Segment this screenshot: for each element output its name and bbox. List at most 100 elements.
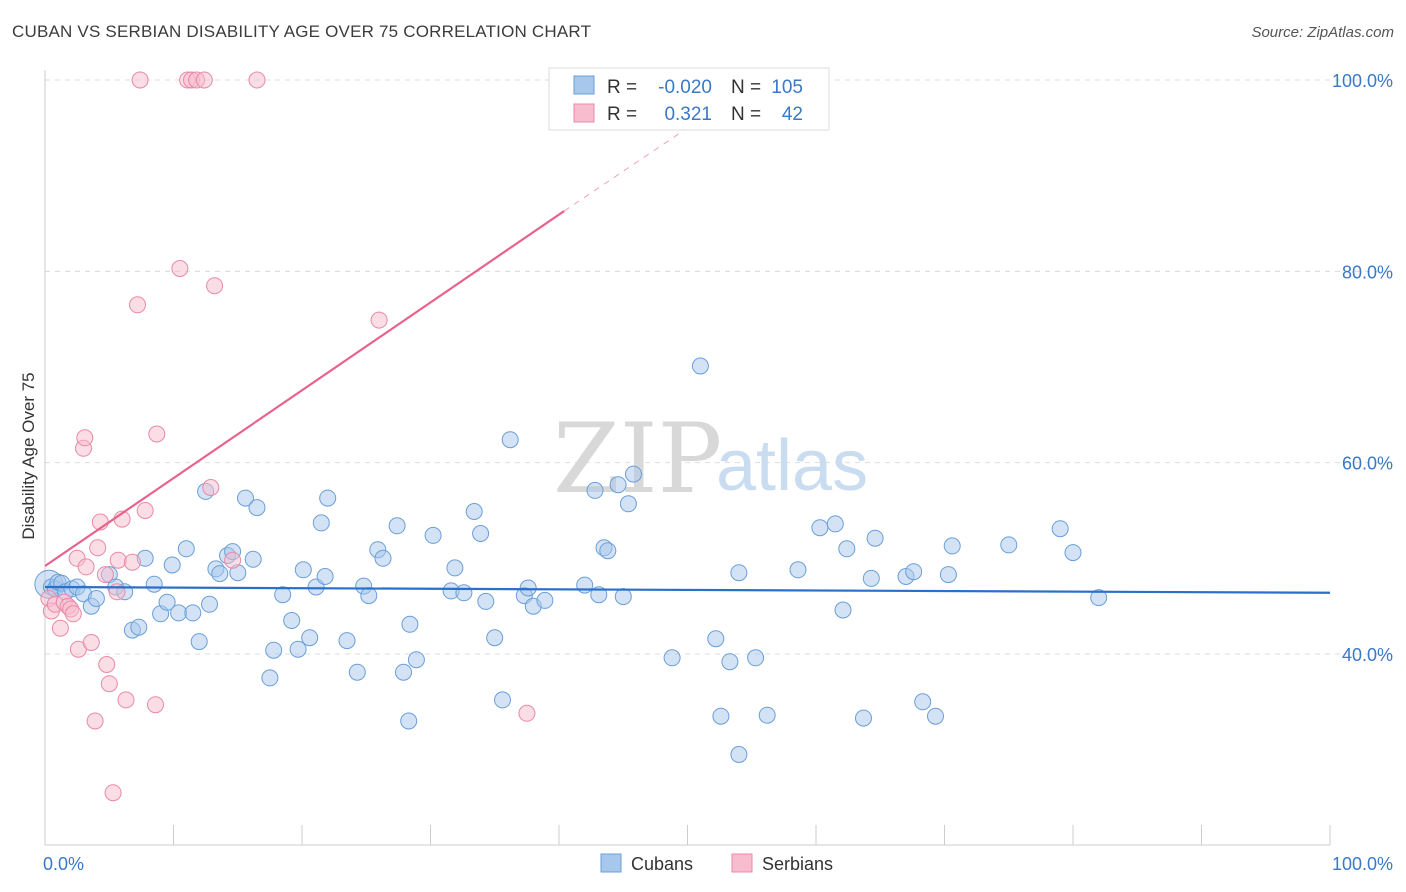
y-tick-label-0: 40.0% <box>1342 645 1393 665</box>
point-serbians-28 <box>136 502 154 519</box>
point-cubans-63 <box>477 592 495 610</box>
legend-swatch-cubans <box>573 75 595 95</box>
series-serbians <box>40 71 536 802</box>
point-cubans-39 <box>289 640 307 658</box>
point-serbians-15 <box>89 539 107 557</box>
point-cubans-104 <box>1064 544 1082 562</box>
point-serbians-25 <box>123 553 141 571</box>
y-axis-title: Disability Age Over 75 <box>19 372 38 539</box>
point-cubans-90 <box>826 515 844 533</box>
legend-swatch-serbians <box>573 103 595 123</box>
point-serbians-27 <box>131 71 149 89</box>
point-cubans-75 <box>599 542 617 560</box>
point-cubans-38 <box>283 612 301 629</box>
point-cubans-60 <box>455 584 473 602</box>
point-cubans-100 <box>939 566 957 584</box>
point-cubans-34 <box>248 499 266 517</box>
point-cubans-62 <box>472 525 490 542</box>
point-cubans-71 <box>576 576 594 594</box>
point-cubans-80 <box>663 649 681 667</box>
point-cubans-79 <box>625 465 642 483</box>
y-tick-label-2: 80.0% <box>1342 262 1393 282</box>
point-cubans-84 <box>721 653 739 671</box>
point-serbians-24 <box>117 691 135 709</box>
point-cubans-33 <box>244 550 262 568</box>
point-serbians-21 <box>108 583 126 601</box>
x-tick-label-1: 100.0% <box>1332 854 1393 874</box>
y-tick-label-1: 60.0% <box>1342 454 1393 474</box>
point-cubans-95 <box>866 529 884 547</box>
point-cubans-44 <box>316 568 334 585</box>
point-cubans-102 <box>1000 536 1018 554</box>
point-cubans-40 <box>294 561 312 579</box>
legend-r-value-serbians: 0.321 <box>664 104 712 125</box>
legend-n-label-serbians: N = <box>731 104 761 125</box>
trend-line-cubans <box>44 585 1331 594</box>
point-cubans-54 <box>401 615 419 633</box>
point-cubans-81 <box>691 357 709 375</box>
point-cubans-89 <box>811 519 829 537</box>
legend-n-label-cubans: N = <box>731 77 761 98</box>
point-cubans-41 <box>301 629 319 647</box>
point-cubans-88 <box>789 561 807 579</box>
watermark-zip: ZIP <box>553 403 722 515</box>
point-cubans-26 <box>201 595 218 613</box>
point-cubans-23 <box>184 604 202 622</box>
point-serbians-39 <box>248 71 266 89</box>
point-cubans-97 <box>905 563 923 581</box>
point-cubans-105 <box>1090 589 1108 607</box>
axes <box>44 70 1331 846</box>
point-cubans-36 <box>265 641 283 659</box>
point-serbians-30 <box>148 425 166 443</box>
point-cubans-98 <box>914 693 932 711</box>
legend-n-value-serbians: 42 <box>782 104 803 125</box>
point-cubans-73 <box>590 586 608 604</box>
point-cubans-68 <box>519 579 537 597</box>
watermark-atlas: atlas <box>716 426 868 506</box>
point-cubans-77 <box>614 588 632 606</box>
point-cubans-37 <box>274 586 292 604</box>
point-cubans-83 <box>712 707 730 725</box>
point-cubans-61 <box>465 503 483 520</box>
legend-r-label-serbians: R = <box>607 104 637 125</box>
point-cubans-70 <box>536 591 554 609</box>
point-serbians-19 <box>100 675 118 693</box>
legend-r-value-cubans: -0.020 <box>658 77 712 98</box>
point-serbians-36 <box>202 479 220 496</box>
series-label-serbians: Serbians <box>762 854 833 874</box>
legend-r-label-cubans: R = <box>607 77 637 98</box>
point-cubans-78 <box>619 495 637 513</box>
point-cubans-92 <box>838 540 856 558</box>
point-serbians-13 <box>82 634 100 651</box>
point-serbians-14 <box>86 712 104 730</box>
point-cubans-76 <box>609 476 627 494</box>
point-cubans-53 <box>395 663 412 681</box>
point-cubans-55 <box>407 651 425 669</box>
point-serbians-11 <box>76 429 94 447</box>
point-serbians-7 <box>64 605 82 623</box>
gridlines <box>45 79 1392 655</box>
legend-n-value-cubans: 105 <box>771 77 803 98</box>
point-cubans-91 <box>834 601 852 619</box>
chart-title: CUBAN VS SERBIAN DISABILITY AGE OVER 75 … <box>12 22 592 41</box>
point-serbians-3 <box>51 619 69 637</box>
point-cubans-87 <box>758 706 776 724</box>
point-cubans-59 <box>446 559 464 577</box>
point-cubans-46 <box>338 632 356 650</box>
point-cubans-99 <box>927 707 944 725</box>
watermark: ZIP atlas <box>553 403 868 515</box>
point-cubans-21 <box>170 604 188 622</box>
point-serbians-38 <box>224 551 242 569</box>
trend-line-serbians <box>44 210 565 567</box>
point-serbians-26 <box>129 296 146 314</box>
point-cubans-17 <box>145 575 163 593</box>
point-cubans-64 <box>486 629 504 647</box>
point-cubans-82 <box>707 630 725 648</box>
stats-legend-box <box>548 67 830 131</box>
point-cubans-52 <box>388 517 406 535</box>
point-serbians-20 <box>104 784 122 802</box>
point-cubans-15 <box>130 618 148 636</box>
point-serbians-31 <box>171 260 189 277</box>
point-serbians-17 <box>96 566 114 584</box>
